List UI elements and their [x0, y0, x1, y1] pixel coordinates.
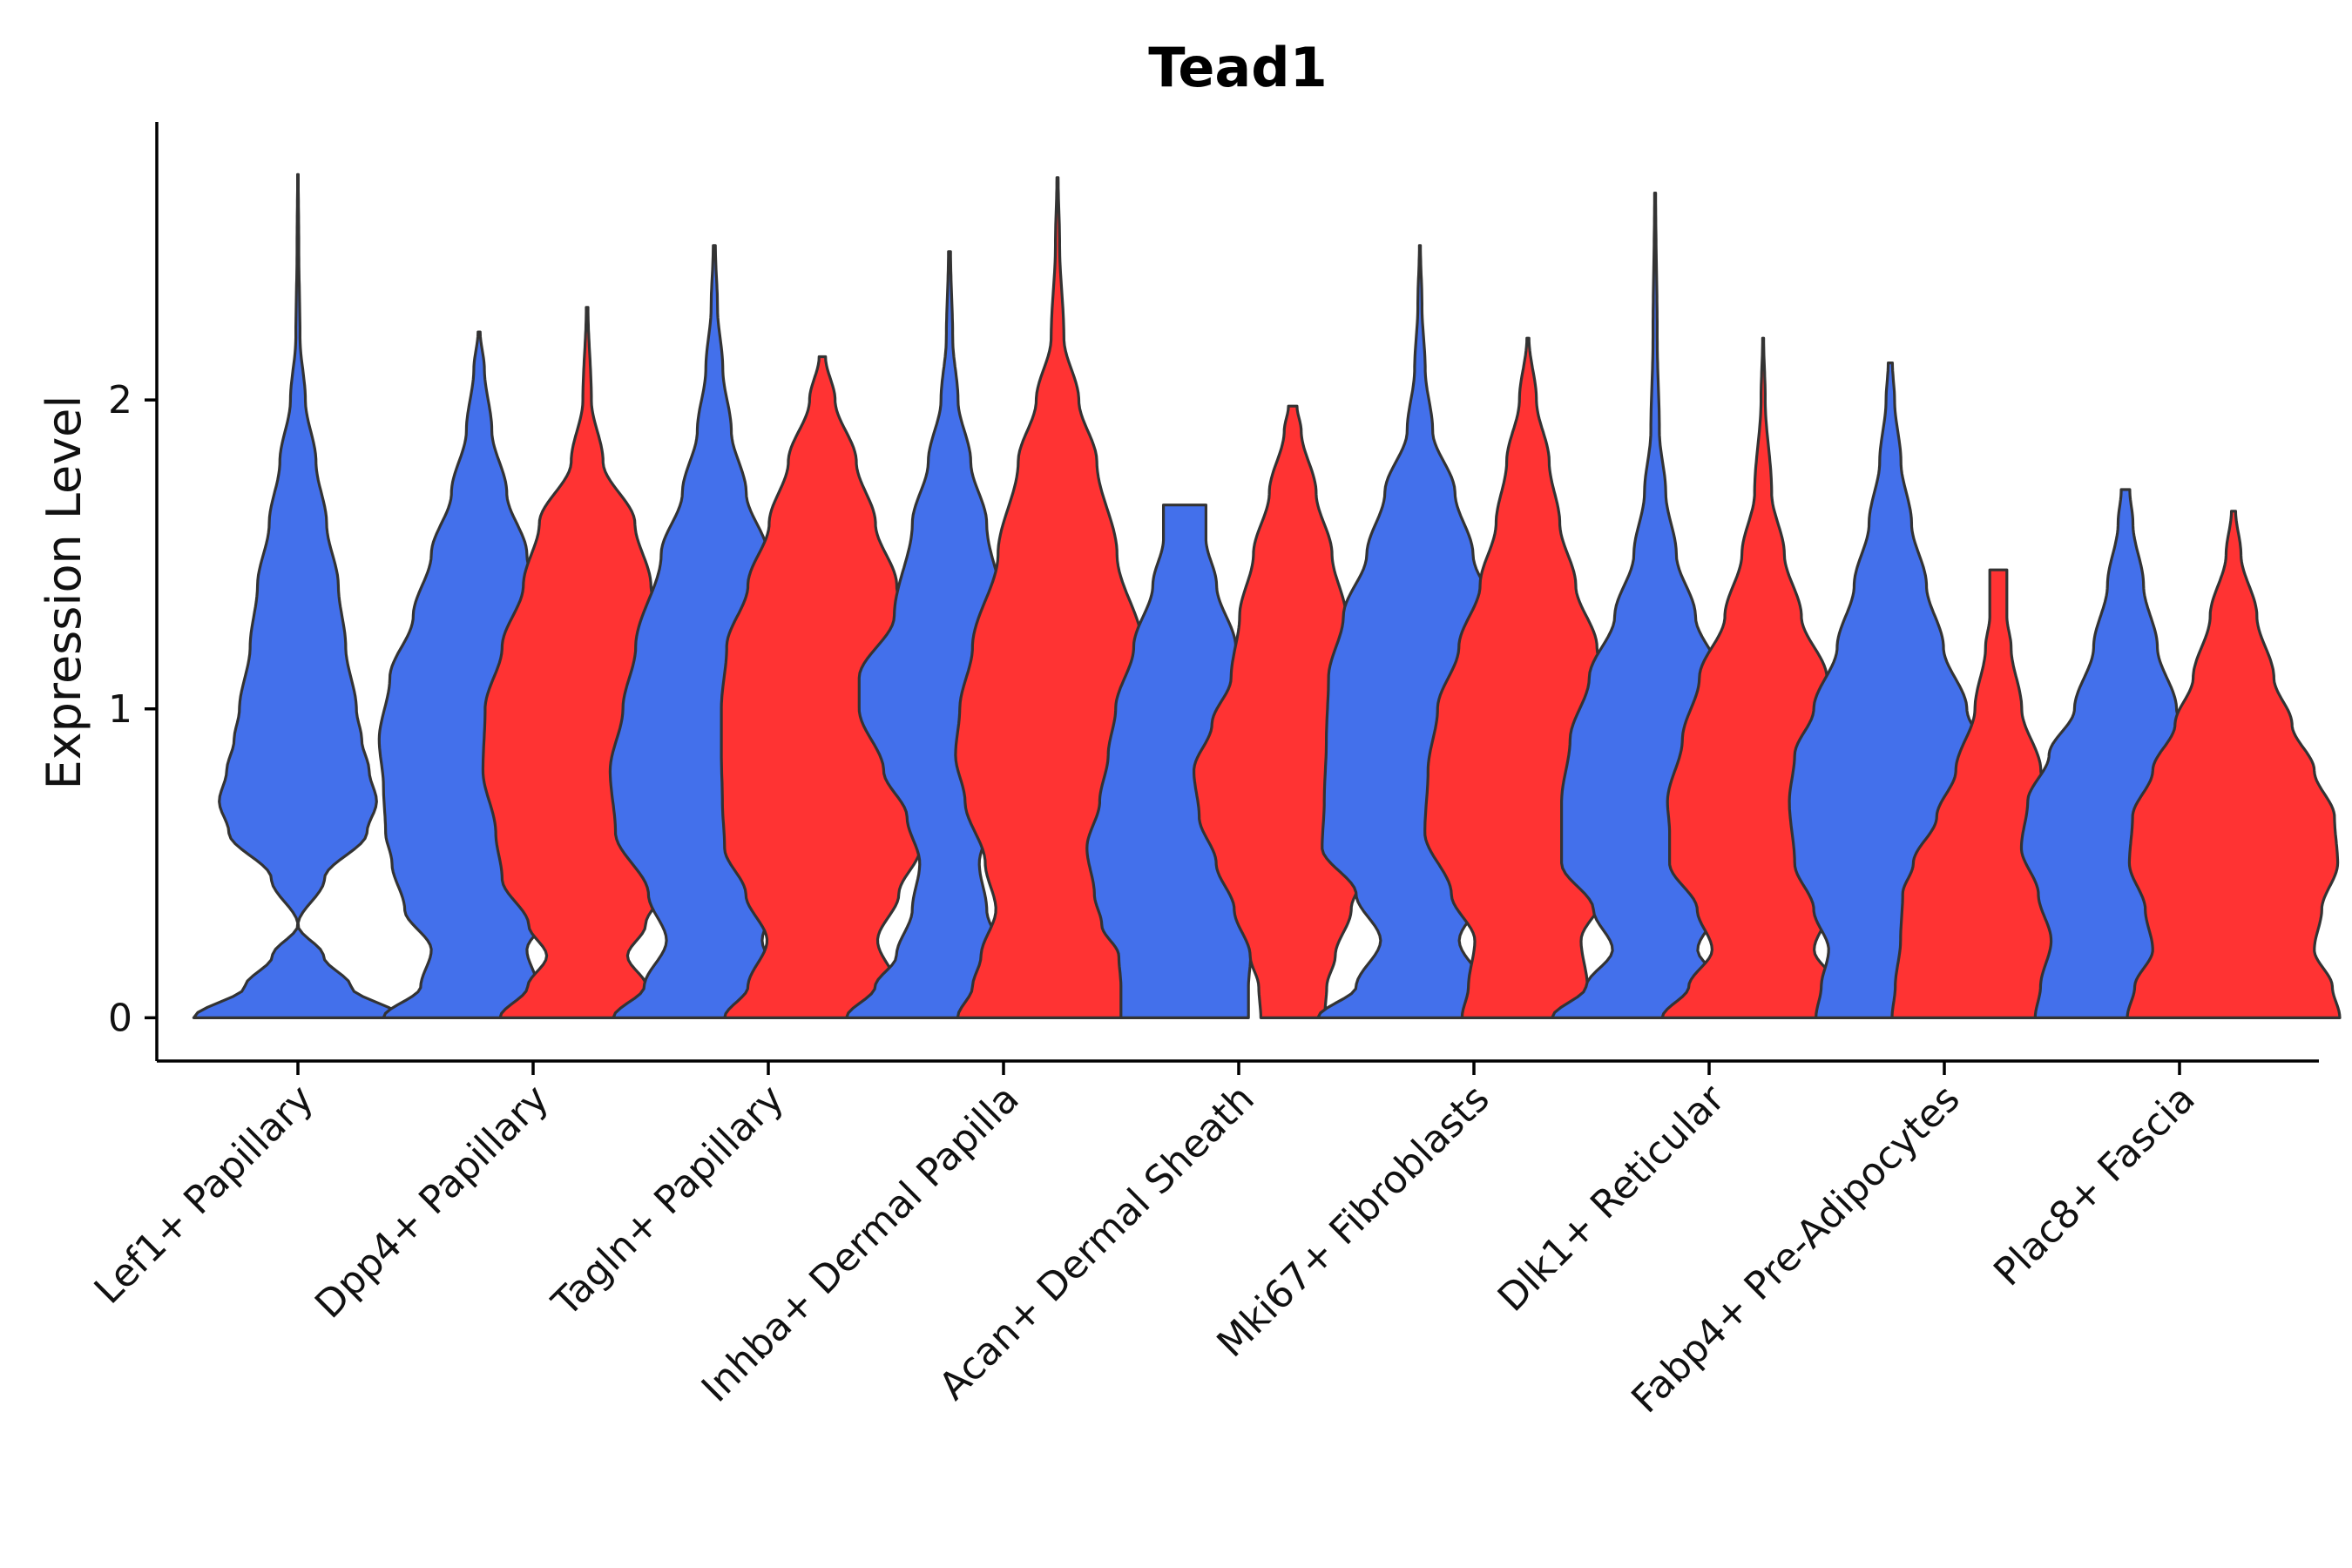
x-tick-label: Mki67+ Fibroblasts: [1208, 1077, 1497, 1366]
x-tick-label: Tagln+ Papillary: [544, 1077, 793, 1326]
x-tick-label: Dpp4+ Papillary: [307, 1077, 558, 1328]
chart-title: Tead1: [1148, 36, 1327, 99]
x-tick-label: Plac8+ Fascia: [1985, 1077, 2204, 1295]
violins-layer: [192, 172, 2342, 1019]
violin-plac8-fascia-group2: [2126, 510, 2342, 1019]
violin-lef1-papillary-group1: [192, 172, 404, 1019]
y-tick-label: 2: [108, 378, 132, 422]
y-tick-label: 1: [108, 687, 132, 732]
y-axis-title: Expression Level: [37, 395, 91, 790]
x-tick-label: Lef1+ Papillary: [86, 1077, 322, 1313]
x-tick-label: Dlk1+ Reticular: [1490, 1076, 1734, 1321]
y-tick-label: 0: [108, 996, 132, 1040]
